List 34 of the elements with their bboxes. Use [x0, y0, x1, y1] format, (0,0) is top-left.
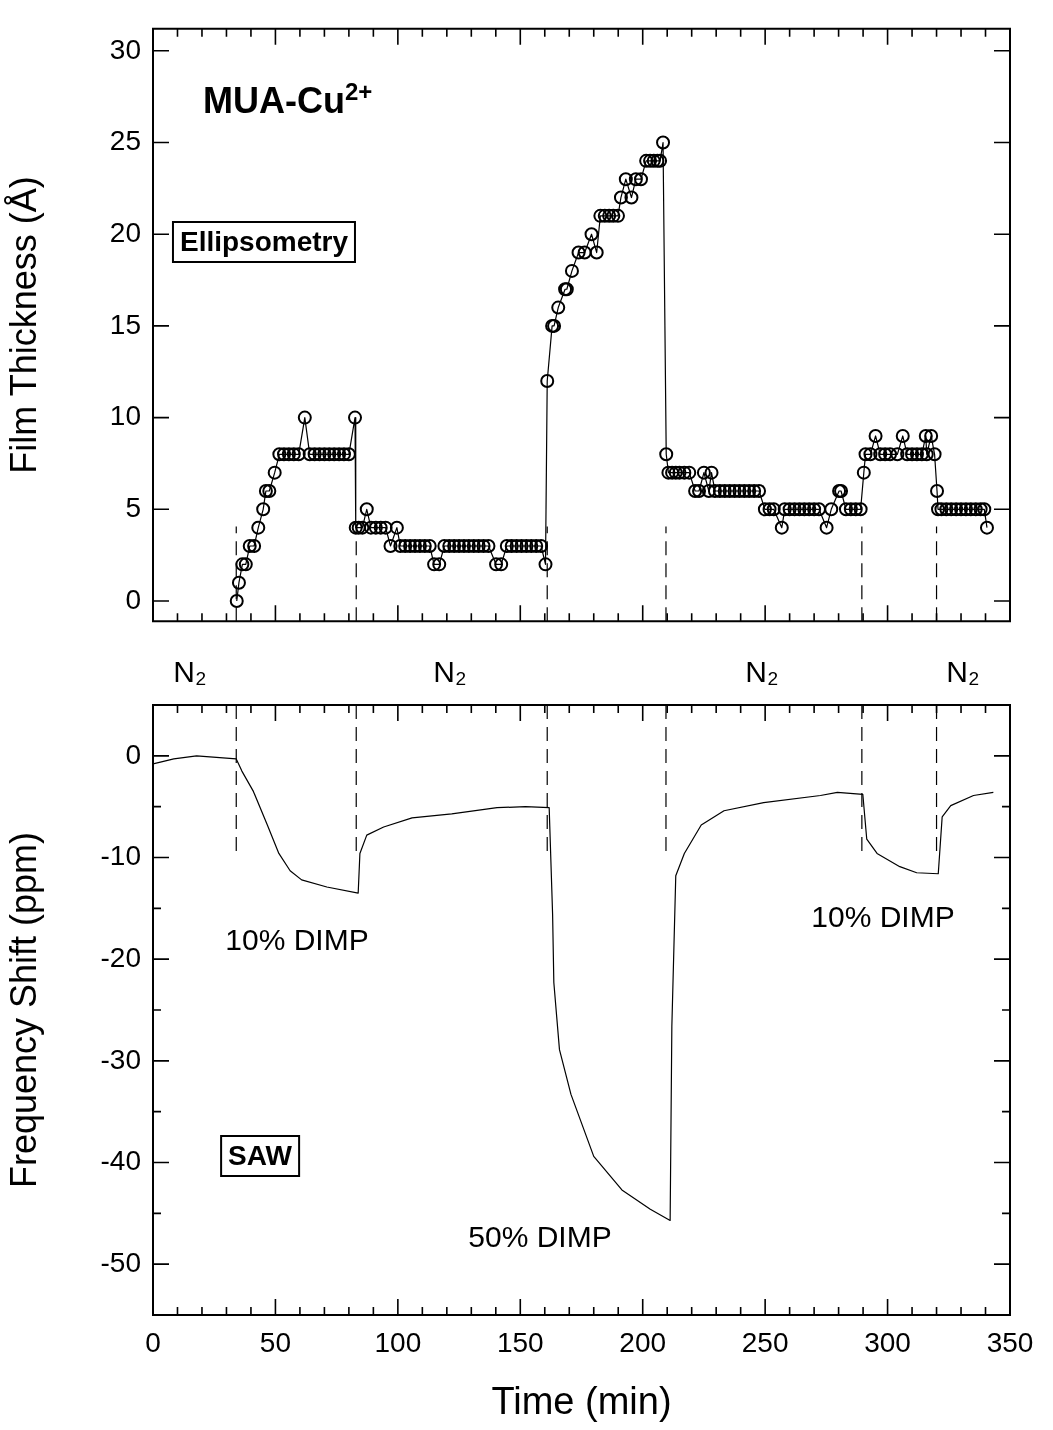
y-tick-label: 10: [109, 400, 141, 432]
annotation: Ellipsometry: [171, 221, 357, 263]
y-axis-title: Film Thickness (Å): [2, 176, 44, 474]
x-tick-label: 100: [374, 1326, 422, 1358]
x-tick-label: 200: [619, 1326, 667, 1358]
y-tick-label: 30: [109, 33, 141, 65]
y-tick-label: -40: [100, 1145, 141, 1177]
y-tick-label: -50: [100, 1246, 141, 1278]
y-tick-label: 15: [109, 308, 141, 340]
y-tick-label: -20: [100, 941, 141, 973]
x-tick-label: 300: [864, 1326, 911, 1358]
y-tick-label: -30: [100, 1043, 141, 1075]
text: N₂: [173, 655, 207, 689]
x-tick-label: 250: [741, 1326, 789, 1358]
x-axis-title: Time (min): [491, 1379, 672, 1422]
y-tick-label: 0: [125, 738, 141, 770]
y-tick-label: -10: [100, 840, 141, 872]
y-tick-label: 25: [109, 125, 141, 157]
annotation: 10% DIMP: [225, 923, 369, 957]
text: MUA-Cu$^{2+}$: [203, 78, 373, 122]
y-tick-label: 0: [125, 583, 141, 615]
text: N₂: [433, 655, 467, 689]
y-tick-label: 5: [125, 492, 141, 524]
annotation: SAW: [220, 1135, 300, 1177]
annotation: 50% DIMP: [468, 1220, 612, 1254]
text: N₂: [946, 655, 980, 689]
y-tick-label: 20: [109, 216, 141, 248]
x-tick-label: 350: [986, 1326, 1034, 1358]
y-axis-title: Frequency Shift (ppm): [2, 831, 44, 1189]
x-tick-label: 50: [259, 1326, 292, 1358]
text: N₂: [745, 655, 779, 689]
annotation: 10% DIMP: [811, 900, 955, 934]
x-tick-label: 0: [145, 1326, 161, 1358]
x-tick-label: 150: [496, 1326, 544, 1358]
